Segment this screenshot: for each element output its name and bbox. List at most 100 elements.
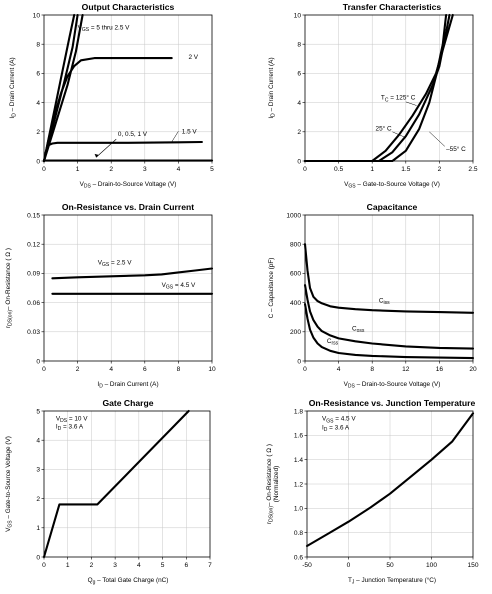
y-tick-label: 0.8 — [294, 530, 303, 537]
annotation-arrow — [95, 138, 117, 158]
x-tick-label: 12 — [402, 366, 410, 373]
x-tick-label: 2 — [438, 166, 442, 173]
annotation-label: 2 V — [188, 54, 198, 61]
x-tick-label: 5 — [161, 562, 165, 569]
x-tick-label: 1 — [66, 562, 70, 569]
y-tick-label: 2 — [36, 496, 40, 503]
x-tick-label: 4 — [137, 562, 141, 569]
chart-title: Gate Charge — [102, 398, 153, 408]
plot-frame — [43, 14, 213, 162]
y-tick-label: 0.03 — [27, 329, 40, 336]
x-tick-label: 2 — [90, 562, 94, 569]
chart-transfer: Transfer Characteristics 0 0.5 1 1.5 2 2.5 0 2 4 6… — [268, 2, 478, 190]
x-tick-label: 10 — [208, 366, 216, 373]
y-tick-label: 8 — [36, 42, 40, 49]
series-line-1 — [303, 243, 475, 314]
y-tick-label: 400 — [290, 300, 301, 307]
x-tick-label: 4 — [177, 166, 181, 173]
series-line-3 — [303, 303, 475, 360]
annotation-label: Ciss​ — [379, 298, 390, 307]
plot-frame — [43, 214, 213, 362]
arrow-head — [94, 153, 99, 158]
annotation-leader — [392, 131, 406, 138]
annotation-label: 25° C — [376, 124, 392, 132]
annotation-label: ID​ = 3.6 A — [56, 424, 84, 433]
x-tick-label: 0 — [303, 166, 307, 173]
series-line-3 — [42, 13, 84, 163]
x-tick-label: 1 — [76, 166, 80, 173]
chart-title: Output Characteristics — [82, 2, 175, 12]
y-tick-label: 0 — [297, 158, 301, 165]
x-tick-label: 6 — [184, 562, 188, 569]
annotation-leader — [405, 101, 417, 106]
y-axis-label: rDS(on)​– On-Resistance ( Ω ) — [5, 248, 14, 328]
y-tick-label: 1.6 — [294, 433, 303, 440]
x-axis-label: VGS​ – Gate-to-Source Voltage (V) — [344, 181, 440, 190]
series-line-4 — [42, 57, 173, 163]
y-tick-label: 5 — [36, 408, 40, 415]
x-tick-label: 5 — [210, 166, 214, 173]
x-tick-label: 6 — [143, 366, 147, 373]
y-tick-label: 3 — [36, 467, 40, 474]
x-tick-label: 2 — [76, 366, 80, 373]
chart-title: On-Resistance vs. Junction Temperature — [309, 398, 476, 408]
x-tick-label: 0 — [42, 166, 46, 173]
y-tick-label: 4 — [297, 100, 301, 107]
annotation-label: Crss​ — [327, 338, 339, 347]
chart-output: Output Characteristics 0 1 2 3 4 5 0 2 4 6 8 10 VDS​ … — [9, 2, 214, 190]
chart-title: Transfer Characteristics — [343, 2, 442, 12]
x-tick-label: 3 — [113, 562, 117, 569]
x-axis-label: VDS​ – Drain-to-Source Voltage (V) — [80, 181, 177, 190]
annotation-leader — [171, 131, 179, 143]
y-tick-label: 0 — [36, 554, 40, 561]
chart-title: On-Resistance vs. Drain Current — [62, 202, 194, 212]
x-tick-label: 0 — [42, 366, 46, 373]
y-tick-label: 1.4 — [294, 457, 303, 464]
x-tick-label: 8 — [177, 366, 181, 373]
series-line-2 — [303, 284, 475, 350]
annotation-leader — [429, 131, 445, 147]
series-line-1 — [42, 409, 190, 559]
chart-onrestemp: On-Resistance vs. Junction Temperature -5… — [266, 398, 479, 586]
x-tick-label: 50 — [386, 562, 394, 569]
x-tick-label: 3 — [143, 166, 147, 173]
x-tick-label: 4 — [109, 366, 113, 373]
y-tick-label: 4 — [36, 100, 40, 107]
x-tick-label: 0.5 — [334, 166, 343, 173]
y-tick-label: 0.06 — [27, 300, 40, 307]
x-tick-label: 0 — [347, 562, 351, 569]
y-axis-label: rDS(on)​– On-Resistance ( Ω ) — [266, 444, 275, 524]
y-tick-label: 0 — [297, 358, 301, 365]
x-tick-label: 7 — [208, 562, 212, 569]
y-tick-label: 6 — [36, 71, 40, 78]
series-line-1 — [303, 13, 454, 163]
x-axis-label: VDS​ – Drain-to-Source Voltage (V) — [344, 381, 441, 390]
annotation-label: VDS​ = 10 V — [56, 415, 88, 424]
annotation-label: 0, 0.5, 1 V — [118, 131, 148, 138]
y-tick-label: 0.12 — [27, 242, 40, 249]
chart-gatecharge: Gate Charge 0 1 2 3 4 5 6 7 0 1 2 3 4 5 Qg​ – Total Gat… — [5, 398, 212, 586]
y-tick-label: 8 — [297, 42, 301, 49]
y-tick-label: 6 — [297, 71, 301, 78]
y-tick-label: 1.0 — [294, 506, 303, 513]
series-line-1 — [305, 412, 475, 548]
x-axis-label: Qg​ – Total Gate Charge (nC) — [88, 577, 169, 586]
x-tick-label: 20 — [469, 366, 477, 373]
y-tick-label: 0.6 — [294, 554, 303, 561]
x-tick-label: 2 — [109, 166, 113, 173]
y-tick-label: 800 — [290, 242, 301, 249]
x-tick-label: 1.5 — [401, 166, 410, 173]
x-tick-label: 16 — [436, 366, 444, 373]
x-tick-label: 8 — [370, 366, 374, 373]
y-axis-label: (Normalized) — [273, 466, 280, 503]
y-axis-label: ID​ – Drain Current (A) — [9, 57, 18, 118]
annotation-label: TC​ = 125° C — [381, 94, 416, 104]
y-tick-label: 10 — [294, 12, 302, 19]
plot-frame — [43, 410, 211, 558]
y-tick-label: 1.8 — [294, 408, 303, 415]
y-tick-label: 0.09 — [27, 271, 40, 278]
y-axis-label: C – Capacitance (pF) — [268, 258, 275, 319]
y-tick-label: 600 — [290, 271, 301, 278]
y-tick-label: 2 — [36, 129, 40, 136]
